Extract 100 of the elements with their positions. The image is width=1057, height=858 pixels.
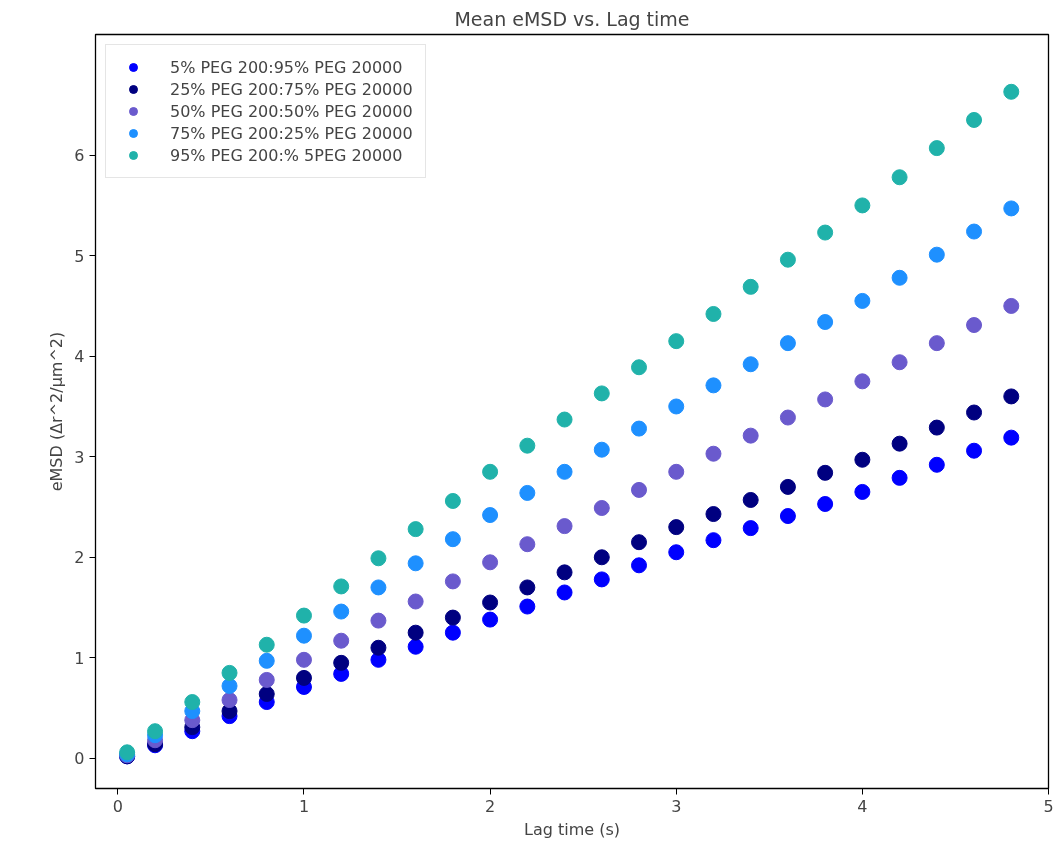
point	[482, 611, 499, 628]
point	[1003, 388, 1020, 405]
point	[295, 627, 312, 644]
y-tick-label: 4	[74, 347, 85, 367]
point	[444, 573, 461, 590]
point	[705, 377, 722, 394]
point	[966, 111, 983, 128]
x-tick-label: 5	[1043, 796, 1054, 816]
point	[742, 427, 759, 444]
point	[631, 481, 648, 498]
point	[817, 496, 834, 512]
point	[668, 398, 685, 415]
x-tick-label: 2	[485, 796, 496, 816]
point	[928, 335, 945, 352]
point	[556, 564, 573, 581]
point	[295, 669, 312, 686]
point	[407, 555, 424, 572]
point	[407, 521, 424, 538]
point	[407, 624, 424, 641]
y-tick-label: 6	[74, 146, 85, 166]
point	[444, 531, 461, 548]
point	[258, 652, 275, 669]
y-tick-label: 2	[74, 548, 85, 568]
point	[482, 463, 499, 480]
point	[928, 456, 945, 473]
point	[333, 632, 350, 649]
point	[891, 354, 908, 371]
point	[928, 246, 945, 263]
point	[295, 651, 312, 668]
point	[370, 579, 387, 596]
point	[668, 519, 685, 536]
point	[482, 507, 499, 524]
point	[891, 169, 908, 186]
point	[817, 391, 834, 408]
point	[742, 278, 759, 295]
point	[333, 654, 350, 671]
y-tick-label: 0	[74, 749, 85, 769]
point	[705, 445, 722, 462]
point	[631, 534, 648, 551]
point	[854, 483, 871, 500]
point	[482, 554, 499, 571]
point	[1003, 297, 1020, 314]
point	[444, 609, 461, 626]
chart-title: Mean eMSD vs. Lag time	[454, 7, 690, 30]
point	[147, 723, 164, 740]
point	[891, 469, 908, 486]
point	[370, 639, 387, 656]
point	[407, 593, 424, 610]
point	[891, 269, 908, 286]
point	[668, 544, 685, 561]
legend-label: 25% PEG 200:75% PEG 20000	[170, 79, 413, 99]
x-tick-label: 4	[857, 796, 868, 816]
point	[966, 317, 983, 334]
y-tick-label: 5	[74, 246, 85, 266]
point	[966, 404, 983, 421]
point	[258, 636, 275, 653]
x-tick-label: 3	[671, 796, 682, 816]
point	[295, 607, 312, 624]
point	[705, 506, 722, 523]
point	[519, 484, 536, 501]
x-axis-title: Lag time (s)	[523, 819, 621, 839]
point	[221, 664, 238, 681]
point	[556, 411, 573, 428]
legend-label: 5% PEG 200:95% PEG 20000	[170, 57, 403, 77]
point	[519, 598, 536, 615]
point	[407, 638, 424, 655]
point	[854, 373, 871, 390]
point	[221, 692, 238, 709]
point	[779, 478, 796, 495]
point	[1003, 429, 1020, 446]
point	[891, 435, 908, 452]
point	[854, 292, 871, 309]
point	[966, 442, 983, 459]
y-tick-label: 3	[74, 447, 85, 467]
point	[779, 335, 796, 352]
point	[705, 306, 722, 322]
point	[370, 550, 387, 567]
point	[779, 251, 796, 268]
point	[519, 579, 536, 596]
point	[444, 624, 461, 641]
point	[928, 419, 945, 436]
x-tick-label: 1	[298, 796, 310, 816]
legend-label: 95% PEG 200:% 5PEG 20000	[170, 145, 403, 165]
point	[631, 359, 648, 376]
point	[631, 557, 648, 574]
point	[593, 549, 610, 566]
point	[593, 571, 610, 588]
point	[258, 686, 275, 702]
point	[742, 491, 759, 508]
point	[593, 500, 610, 516]
point	[482, 594, 499, 611]
legend-label: 75% PEG 200:25% PEG 20000	[170, 123, 413, 143]
point	[1003, 200, 1020, 217]
point	[854, 451, 871, 468]
point	[333, 578, 350, 595]
point	[519, 437, 536, 454]
point	[184, 694, 201, 711]
point	[370, 612, 387, 629]
point	[631, 420, 648, 437]
point	[556, 584, 573, 601]
